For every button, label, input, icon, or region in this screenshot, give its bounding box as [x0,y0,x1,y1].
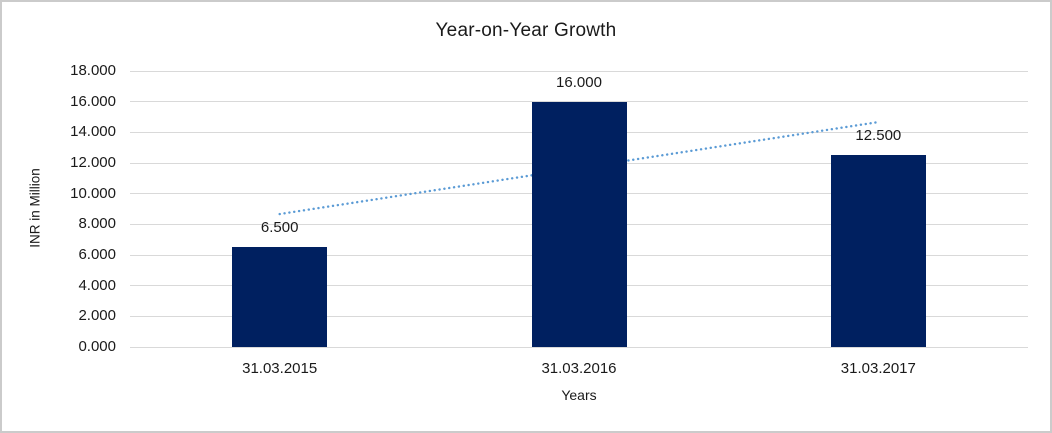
bar [830,155,926,347]
y-tick-label: 14.000 [70,123,116,141]
gridline [130,70,1028,72]
y-tick-label: 2.000 [78,307,116,325]
bar [531,101,627,347]
chart-title: Year-on-Year Growth [435,20,617,41]
bar-data-label: 6.500 [260,219,299,237]
y-tick-label: 6.000 [78,246,116,263]
x-tick-label: 31.03.2017 [840,360,916,377]
y-tick-label: 18.000 [70,62,116,79]
gridline [130,346,1028,348]
bar-data-label: 12.500 [855,127,902,145]
bar-data-label: 16.000 [556,73,602,91]
x-tick-label: 31.03.2015 [242,360,318,377]
bar [232,247,328,347]
y-tick-label: 0.000 [78,338,116,355]
x-tick-label: 31.03.2016 [541,360,617,377]
y-tick-label: 16.000 [70,92,116,110]
y-tick-label: 4.000 [78,276,116,294]
y-tick-label: 8.000 [78,215,116,233]
y-tick-label: 12.000 [70,154,116,171]
y-tick-label: 10.000 [70,184,116,202]
x-axis-title: Years [561,387,597,403]
